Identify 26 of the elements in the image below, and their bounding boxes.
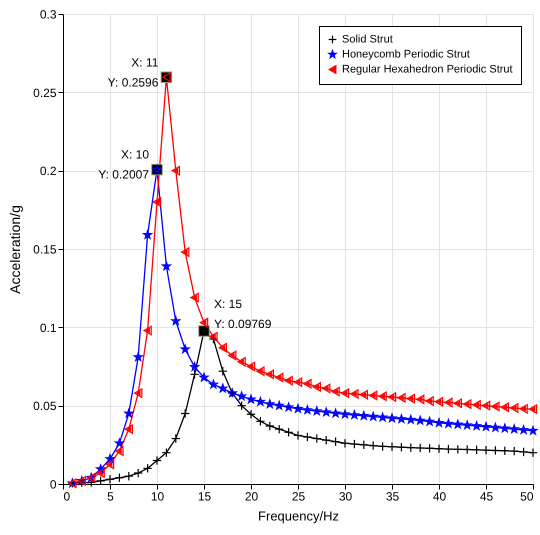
x-tick-label: 30 [338,490,352,504]
x-tick-label: 35 [386,490,400,504]
x-tick-label: 50 [520,490,534,504]
x-tick-label: 45 [480,490,494,504]
x-axis-title: Frequency/Hz [258,508,339,524]
x-tick-label: 25 [292,490,306,504]
annotation: X: 11 Y: 0.2596 [108,55,159,90]
legend-label: Regular Hexahedron Periodic Strut [342,64,513,76]
y-tick-label: 0 [50,478,57,492]
x-tick-label: 5 [107,490,114,504]
x-tick-label: 15 [198,490,212,504]
y-tick-label: 0.3 [40,8,57,22]
x-tick-label: 20 [244,490,258,504]
annotation: X: 10 Y: 0.2007 [98,148,150,182]
x-tick-label: 10 [150,490,164,504]
y-tick-label: 0.15 [33,242,57,256]
y-tick-label: 0.1 [40,320,57,335]
y-tick-label: 0.25 [33,86,57,100]
y-tick-label: 0.05 [33,399,57,414]
legend-label: Solid Strut [342,34,393,46]
x-tick-label: 0 [64,490,70,504]
y-axis-title: Acceleration/g [7,205,24,294]
annotation: X: 15 Y: 0.09769 [214,296,272,331]
x-tick-label: 40 [432,490,446,504]
legend-label: Honeycomb Periodic Strut [342,48,470,60]
y-tick-label: 0.2 [40,164,57,178]
